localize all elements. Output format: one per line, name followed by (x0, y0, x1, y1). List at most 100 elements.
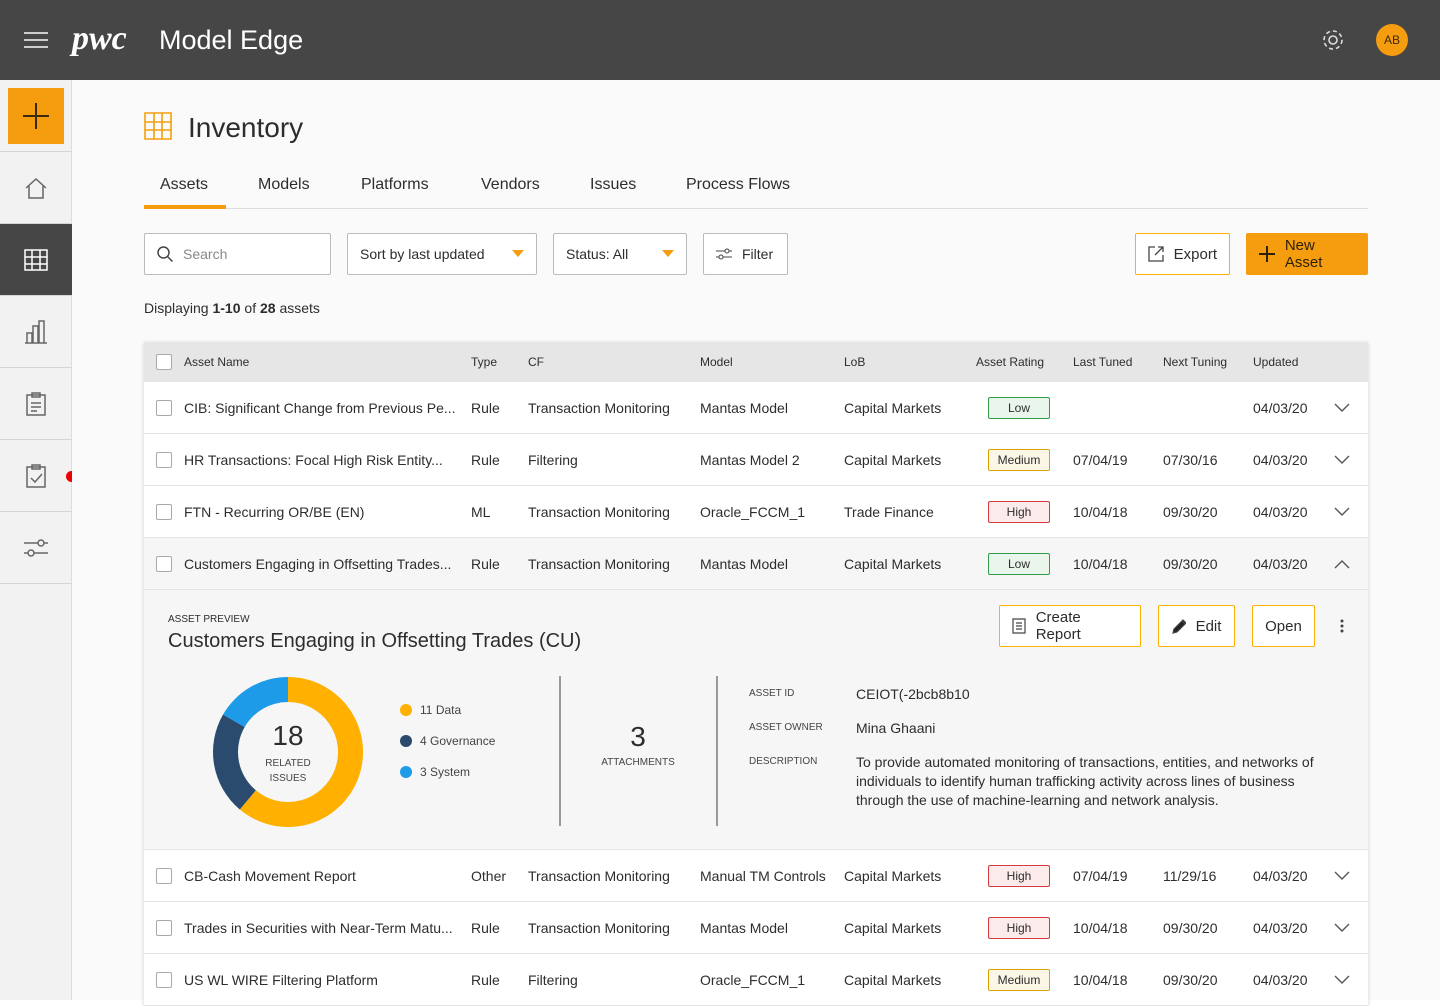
cell-text: Oracle_FCCM_1 (700, 503, 806, 520)
settings-icon[interactable] (1321, 28, 1345, 52)
cell-text: Mantas Model (700, 399, 788, 416)
checkbox[interactable] (156, 919, 172, 936)
legend-value: 3 (420, 765, 427, 779)
checkbox[interactable] (156, 503, 172, 520)
chevron-path (1334, 455, 1350, 464)
side-settings[interactable] (0, 512, 72, 584)
more-menu[interactable] (1340, 619, 1344, 633)
side-inventory[interactable] (0, 224, 72, 296)
cell-text: Capital Markets (844, 867, 942, 884)
status-select[interactable]: Status: All (553, 233, 687, 275)
cell-text: HR Transactions: Focal High Risk Entity.… (184, 451, 443, 468)
cell-text: Mantas Model 2 (700, 451, 800, 468)
side-tasks[interactable] (0, 440, 77, 512)
summary-of: of (244, 300, 257, 316)
rating-badge: Low (988, 396, 1050, 419)
table-row[interactable]: HR Transactions: Focal High Risk Entity.… (144, 434, 1368, 486)
side-reports[interactable] (0, 296, 72, 368)
top-bar: pwc Model Edge AB (0, 0, 1440, 80)
preview-button[interactable]: Edit (1158, 605, 1235, 647)
expand-chevron[interactable] (1334, 455, 1350, 465)
donut-segment (239, 677, 364, 827)
rating-badge: High (988, 500, 1050, 523)
new-asset-button[interactable]: New Asset (1246, 233, 1368, 275)
rating-badge: Medium (988, 968, 1050, 991)
main: Inventory Search Sort by last updated St… (72, 80, 1440, 1006)
table-row[interactable]: Trades in Securities with Near-Term Matu… (144, 902, 1368, 954)
export-button[interactable]: Export (1135, 233, 1230, 275)
product-name: Model Edge (159, 25, 304, 55)
expand-chevron[interactable] (1334, 559, 1350, 569)
cell-text: 09/30/20 (1163, 919, 1218, 936)
cell-text: Rule (471, 919, 500, 936)
filter-button[interactable]: Filter (703, 233, 788, 275)
expand-chevron[interactable] (1334, 403, 1350, 413)
legend-item: 3 System (400, 765, 470, 779)
cell-text: Other (471, 867, 507, 884)
column-header: CF (528, 354, 544, 369)
issues-donut (213, 677, 364, 827)
cell-text: 04/03/20 (1253, 867, 1308, 884)
cell-text: CIB: Significant Change from Previous Pe… (184, 399, 456, 416)
column-header: Type (471, 354, 498, 369)
tab[interactable]: Process Flows (686, 176, 791, 193)
checkbox[interactable] (156, 555, 172, 572)
sort-label: Sort by last updated (360, 246, 485, 262)
cell-text: 09/30/20 (1163, 555, 1218, 572)
legend-label: Data (435, 703, 462, 717)
column-header: Model (700, 354, 733, 369)
cell-text: Customers Engaging in Offsetting Trades.… (184, 555, 452, 572)
cell-text: Rule (471, 555, 500, 572)
expand-chevron[interactable] (1334, 923, 1350, 933)
expand-chevron[interactable] (1334, 975, 1350, 985)
tab[interactable]: Platforms (361, 176, 429, 193)
tab[interactable]: Assets (160, 176, 209, 193)
search-box[interactable]: Search (144, 233, 331, 275)
cell-text: Rule (471, 451, 500, 468)
tab[interactable]: Models (258, 176, 310, 193)
table-row[interactable]: CIB: Significant Change from Previous Pe… (144, 382, 1368, 434)
side-docs[interactable] (0, 368, 72, 440)
preview-eyebrow: ASSET PREVIEW (168, 614, 250, 625)
checkbox[interactable] (156, 399, 172, 416)
legend-value: 11 (420, 703, 433, 717)
chevron-path (1334, 923, 1350, 932)
table-row[interactable]: CB-Cash Movement Report Other Transaction … (144, 850, 1368, 902)
table-row[interactable]: US WL WIRE Filtering Platform Rule Filteri… (144, 954, 1368, 1006)
cell-text: Capital Markets (844, 919, 942, 936)
sort-select[interactable]: Sort by last updated (347, 233, 537, 275)
column-header: Asset Name (184, 354, 250, 369)
detail-label: ASSET ID (749, 688, 795, 699)
cell-text: 10/04/18 (1073, 503, 1128, 520)
cell-text: ML (471, 503, 491, 520)
table-row[interactable]: FTN - Recurring OR/BE (EN) ML Transaction … (144, 486, 1368, 538)
menu-icon[interactable] (24, 32, 48, 48)
expand-chevron[interactable] (1334, 871, 1350, 881)
checkbox[interactable] (156, 971, 172, 988)
column-header: Asset Rating (976, 354, 1045, 369)
checkbox[interactable] (156, 353, 172, 370)
preview-button[interactable]: Open (1252, 605, 1315, 647)
checkbox[interactable] (156, 451, 172, 468)
cell-text: Capital Markets (844, 971, 942, 988)
expand-chevron[interactable] (1334, 507, 1350, 517)
preview-title: Customers Engaging in Offsetting Trades … (168, 630, 582, 652)
avatar[interactable]: AB (1376, 24, 1408, 56)
legend-label: System (430, 765, 471, 779)
checkbox[interactable] (156, 867, 172, 884)
summary-total: 28 (259, 300, 276, 316)
preview-button[interactable]: Create Report (999, 605, 1141, 647)
side-add[interactable] (0, 80, 72, 152)
cell-text: 07/30/16 (1163, 451, 1218, 468)
side-home[interactable] (0, 152, 72, 224)
new-asset-label: New Asset (1284, 237, 1323, 271)
tab[interactable]: Issues (590, 176, 637, 193)
rating-badge: Low (988, 552, 1050, 575)
tab[interactable]: Vendors (481, 176, 540, 193)
cell-text: 10/04/18 (1073, 971, 1128, 988)
search-placeholder: Search (183, 246, 228, 262)
cell-text: Rule (471, 399, 500, 416)
header-row: Asset Name Type CF Model LoB Asset Rating Last… (144, 342, 1368, 382)
table-row[interactable]: Customers Engaging in Offsetting Trades.… (144, 538, 1368, 590)
